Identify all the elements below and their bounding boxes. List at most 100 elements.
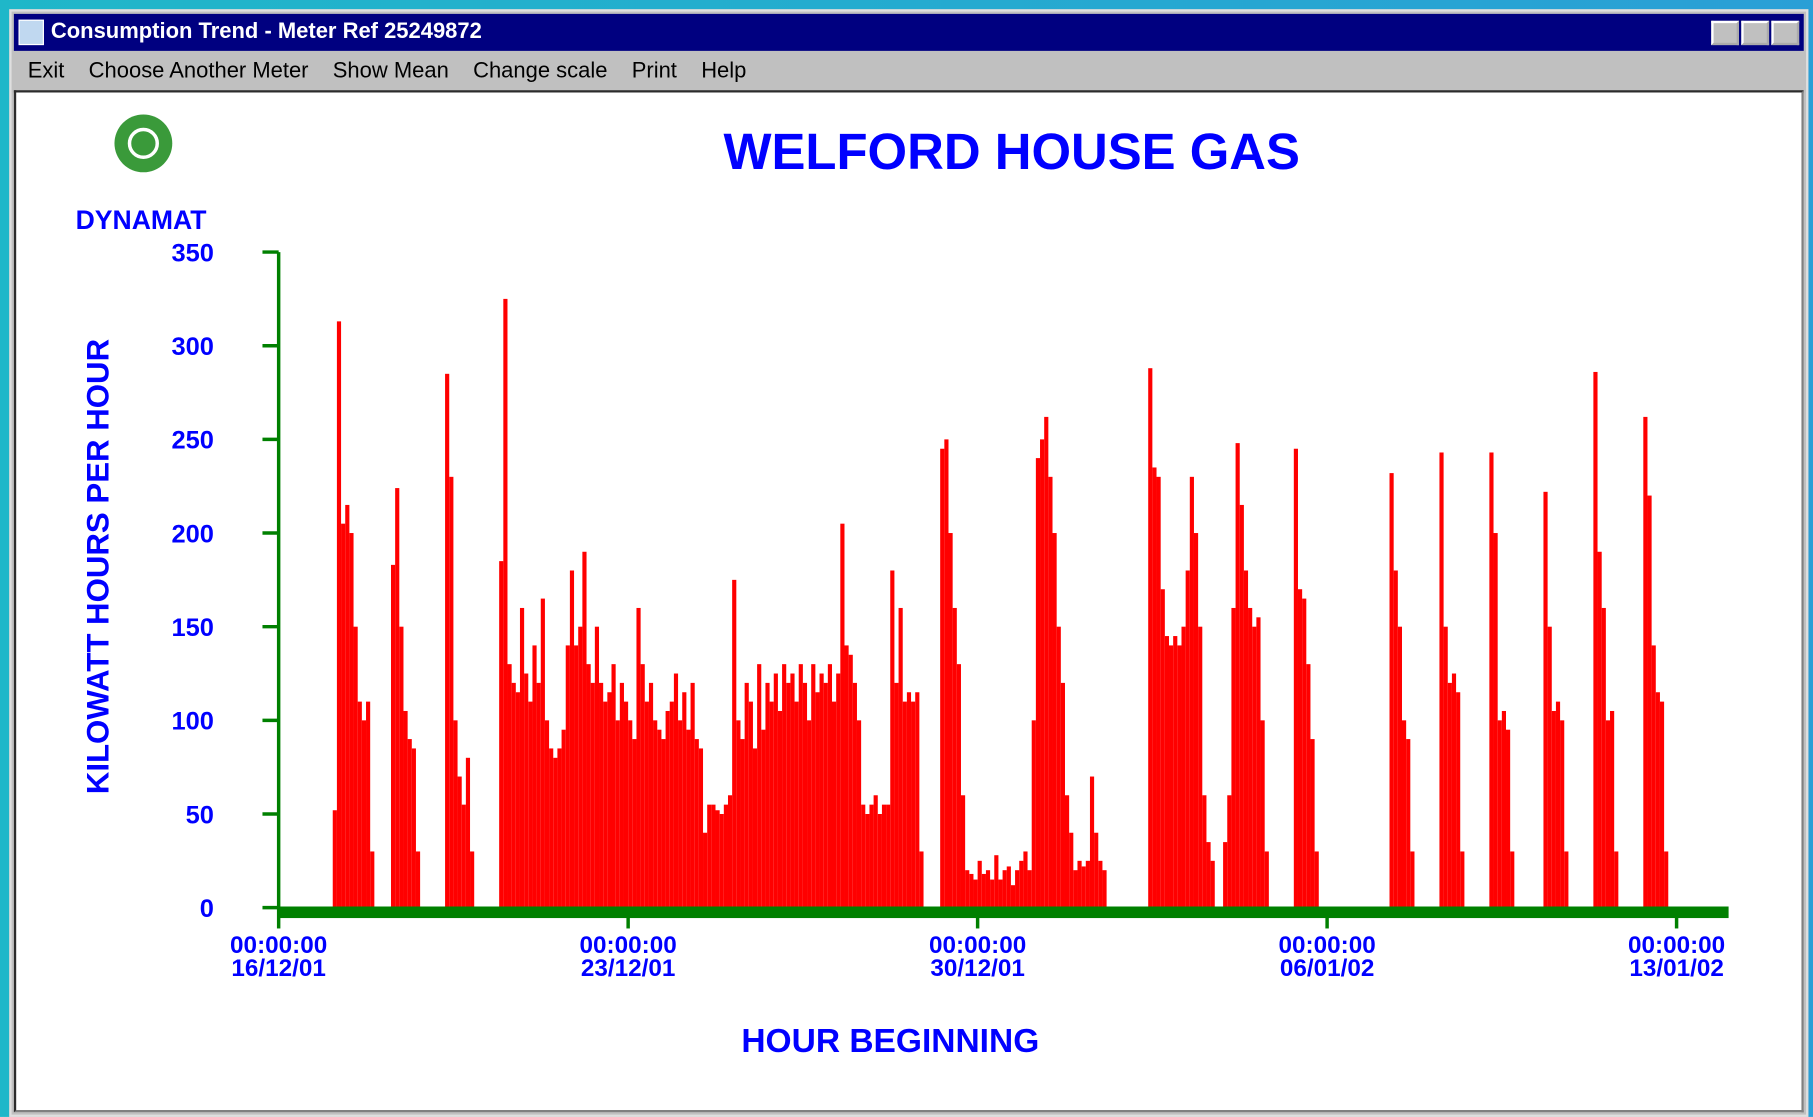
bar	[1401, 720, 1407, 908]
bar	[1202, 795, 1207, 908]
bar	[353, 626, 358, 908]
bar	[919, 851, 924, 908]
menu-item[interactable]: Exit	[27, 58, 65, 84]
bar	[1560, 720, 1565, 908]
bar	[715, 810, 720, 908]
bar	[511, 682, 516, 908]
bar	[528, 701, 533, 908]
close-button[interactable]	[1771, 20, 1800, 46]
bar	[698, 748, 704, 908]
bar	[1210, 860, 1215, 908]
x-tick-label: 00:00:00 16/12/01	[230, 931, 328, 982]
bar	[1094, 832, 1099, 908]
bar	[865, 814, 870, 908]
bar	[599, 682, 604, 908]
y-tick-label: 350	[171, 239, 213, 267]
bar	[1551, 710, 1556, 908]
bar	[823, 682, 828, 908]
bar	[1406, 739, 1411, 908]
menu-item[interactable]: Choose Another Meter	[88, 58, 309, 84]
bar	[544, 720, 550, 908]
maximize-button[interactable]	[1741, 20, 1770, 46]
bar	[594, 626, 600, 908]
bar	[1293, 448, 1298, 908]
bar	[852, 682, 857, 908]
app-icon	[18, 19, 44, 46]
bar	[869, 804, 874, 908]
bar	[1223, 842, 1228, 908]
bar	[1019, 860, 1024, 908]
y-tick-label: 200	[171, 520, 213, 548]
bar	[1169, 645, 1174, 908]
bar	[1593, 371, 1598, 908]
bar	[1397, 626, 1402, 908]
bar	[1015, 870, 1020, 908]
bar	[1185, 570, 1190, 908]
bar	[732, 579, 737, 908]
bar	[832, 701, 837, 908]
bar	[707, 804, 712, 908]
bar	[902, 701, 907, 908]
bar	[519, 607, 525, 908]
bar	[586, 664, 591, 908]
y-tick-label: 300	[171, 333, 213, 361]
bar	[1489, 452, 1494, 908]
bar	[794, 701, 799, 908]
bar	[615, 720, 620, 908]
bar	[644, 701, 649, 908]
bar	[1056, 626, 1061, 908]
bar	[540, 598, 545, 908]
bar	[798, 664, 803, 908]
bar	[757, 664, 762, 908]
bar	[1664, 851, 1669, 908]
bar	[640, 664, 645, 908]
bar	[815, 692, 820, 908]
bar	[1493, 533, 1498, 908]
x-tick-label: 00:00:00 06/01/02	[1278, 931, 1376, 982]
y-tick-label: 0	[200, 895, 214, 923]
bar	[1651, 645, 1656, 908]
bar	[1659, 701, 1665, 908]
minimize-button[interactable]	[1711, 20, 1739, 46]
menu-item[interactable]: Print	[631, 58, 677, 84]
bar	[557, 748, 562, 908]
bar	[686, 729, 691, 908]
bar	[1177, 645, 1182, 908]
bar	[1073, 870, 1078, 908]
bar	[1410, 851, 1415, 908]
bar	[1601, 607, 1606, 908]
bar	[1148, 368, 1153, 908]
bar	[465, 757, 471, 908]
bar	[665, 710, 670, 908]
bar	[553, 757, 558, 908]
menu-item[interactable]: Show Mean	[332, 58, 449, 84]
bar	[886, 804, 891, 908]
x-tick-label: 00:00:00 30/12/01	[929, 931, 1027, 982]
bar	[1069, 832, 1074, 908]
menu-item[interactable]: Help	[701, 58, 747, 84]
bar	[1610, 710, 1615, 908]
bar	[894, 682, 899, 908]
bar	[952, 607, 957, 908]
bar	[366, 701, 371, 908]
bar	[411, 748, 416, 908]
bar	[723, 804, 728, 908]
bar	[998, 879, 1003, 908]
bar	[727, 795, 733, 908]
bar	[761, 729, 766, 908]
bar	[1647, 495, 1652, 908]
bar	[1098, 860, 1103, 908]
bar	[1060, 682, 1065, 908]
bar	[653, 720, 658, 908]
bar	[1198, 626, 1203, 908]
bar	[819, 673, 824, 908]
bar	[1227, 795, 1232, 908]
window: Consumption Trend - Meter Ref 25249872 E…	[9, 9, 1809, 1117]
bar	[811, 664, 816, 908]
menu-item[interactable]: Change scale	[473, 58, 608, 84]
bar	[661, 739, 666, 908]
bar	[802, 682, 808, 908]
bar	[1393, 570, 1398, 908]
